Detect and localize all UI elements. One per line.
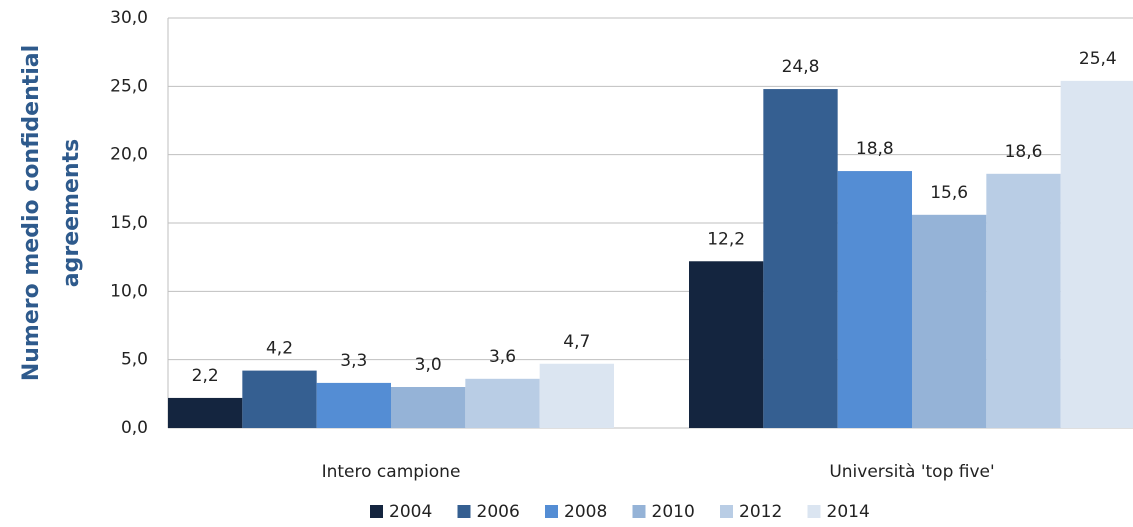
x-tick-label: Intero campione <box>322 462 461 482</box>
legend-label: 2010 <box>652 502 695 522</box>
legend-swatch <box>370 505 383 518</box>
legend-label: 2008 <box>564 502 607 522</box>
data-label: 3,6 <box>489 347 516 367</box>
y-tick-label: 10,0 <box>110 281 148 301</box>
legend-label: 2012 <box>739 502 782 522</box>
y-tick-label: 5,0 <box>121 350 148 370</box>
data-label: 4,2 <box>266 339 293 359</box>
data-label: 3,0 <box>415 355 442 375</box>
bar <box>912 214 987 428</box>
legend-swatch <box>807 505 821 518</box>
y-tick-label: 20,0 <box>110 145 148 165</box>
bar <box>316 382 391 428</box>
y-tick-label: 0,0 <box>121 418 148 438</box>
y-tick-label: 15,0 <box>110 213 148 233</box>
data-label: 18,8 <box>856 139 894 159</box>
data-label: 12,2 <box>707 229 745 249</box>
legend-swatch <box>720 505 733 518</box>
x-tick-label: Università 'top five' <box>829 462 994 482</box>
legend-label: 2004 <box>389 502 432 522</box>
bar <box>837 171 912 429</box>
bar <box>391 387 466 428</box>
data-label: 2,2 <box>192 366 219 386</box>
legend-swatch <box>545 505 558 518</box>
bar <box>539 363 614 428</box>
bar <box>1060 80 1133 428</box>
data-label: 15,6 <box>930 183 968 203</box>
bar <box>986 173 1061 428</box>
bar <box>168 397 243 428</box>
data-label: 3,3 <box>340 351 367 371</box>
bar <box>763 89 838 429</box>
data-label: 24,8 <box>782 57 820 77</box>
y-tick-label: 25,0 <box>110 76 148 96</box>
bar <box>689 261 764 428</box>
data-label: 25,4 <box>1079 49 1117 69</box>
data-label: 18,6 <box>1005 142 1043 162</box>
bar <box>242 370 317 428</box>
bar <box>465 378 540 428</box>
legend-label: 2014 <box>827 502 870 522</box>
data-label: 4,7 <box>563 332 590 352</box>
legend-swatch <box>457 505 471 518</box>
y-axis-label: Numero medio confidential <box>19 45 44 381</box>
y-axis-label: agreements <box>59 139 84 287</box>
y-tick-label: 30,0 <box>110 8 148 28</box>
legend-swatch <box>632 505 646 518</box>
legend-label: 2006 <box>477 502 520 522</box>
